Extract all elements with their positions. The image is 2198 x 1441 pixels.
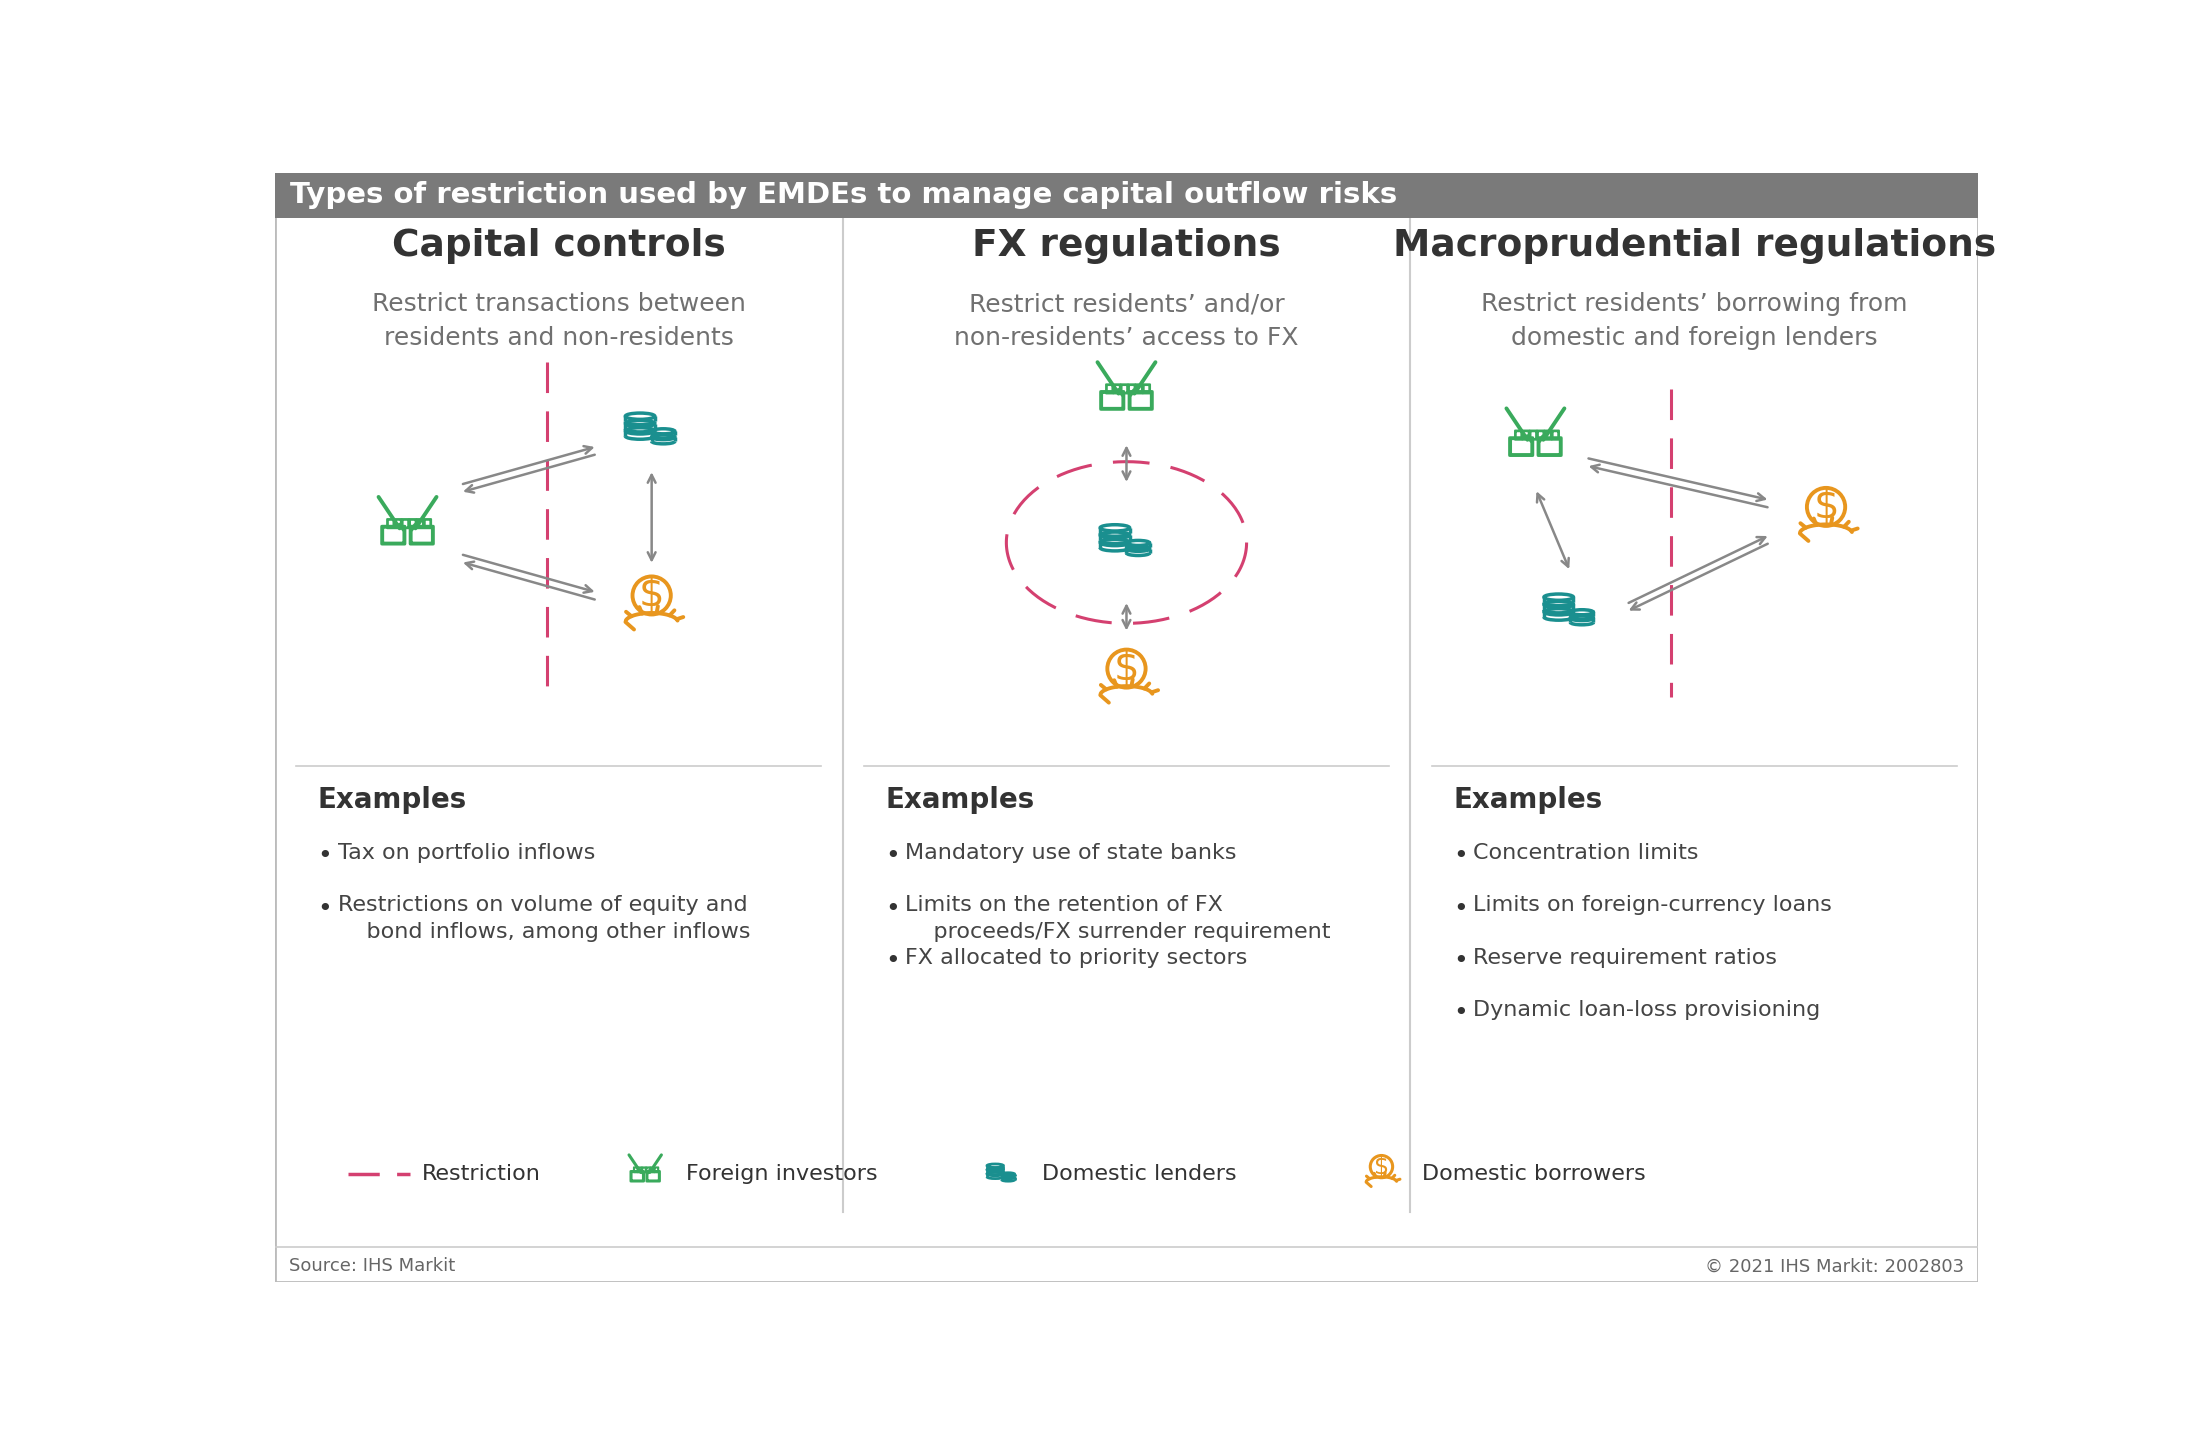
Text: FX allocated to priority sectors: FX allocated to priority sectors [906,948,1248,967]
Text: •: • [317,844,332,869]
Text: FX regulations: FX regulations [972,228,1281,264]
Text: $: $ [1374,1154,1389,1179]
Text: •: • [886,950,899,973]
Text: Concentration limits: Concentration limits [1473,843,1699,863]
Text: Limits on the retention of FX
    proceeds/FX surrender requirement: Limits on the retention of FX proceeds/F… [906,895,1330,942]
Text: $: $ [640,575,664,615]
Text: Domestic borrowers: Domestic borrowers [1422,1164,1646,1185]
Text: Restriction: Restriction [422,1164,541,1185]
Text: •: • [1453,896,1468,921]
Text: $: $ [1114,648,1139,689]
Text: Restrictions on volume of equity and
    bond inflows, among other inflows: Restrictions on volume of equity and bon… [338,895,750,942]
Text: •: • [886,844,899,869]
Text: Source: IHS Markit: Source: IHS Markit [288,1258,455,1275]
Text: Tax on portfolio inflows: Tax on portfolio inflows [338,843,596,863]
Text: Restrict transactions between
residents and non-residents: Restrict transactions between residents … [371,293,745,350]
Text: •: • [886,896,899,921]
Text: Dynamic loan-loss provisioning: Dynamic loan-loss provisioning [1473,1000,1820,1020]
Text: Mandatory use of state banks: Mandatory use of state banks [906,843,1237,863]
Text: Examples: Examples [886,787,1035,814]
Text: Capital controls: Capital controls [391,228,725,264]
Bar [275,173,1978,218]
Text: Macroprudential regulations: Macroprudential regulations [1394,228,1996,264]
Text: •: • [1453,844,1468,869]
Text: Examples: Examples [317,787,466,814]
Text: © 2021 IHS Markit: 2002803: © 2021 IHS Markit: 2002803 [1706,1258,1965,1275]
Text: Types of restriction used by EMDEs to manage capital outflow risks: Types of restriction used by EMDEs to ma… [290,182,1398,209]
Text: Foreign investors: Foreign investors [686,1164,877,1185]
Text: Reserve requirement ratios: Reserve requirement ratios [1473,948,1778,967]
Text: $: $ [1813,487,1840,527]
Text: Examples: Examples [1453,787,1602,814]
Text: Domestic lenders: Domestic lenders [1042,1164,1237,1185]
Text: •: • [317,896,332,921]
Text: Restrict residents’ borrowing from
domestic and foreign lenders: Restrict residents’ borrowing from domes… [1481,293,1908,350]
Text: Restrict residents’ and/or
non-residents’ access to FX: Restrict residents’ and/or non-residents… [954,293,1299,350]
Text: •: • [1453,950,1468,973]
Text: Limits on foreign-currency loans: Limits on foreign-currency loans [1473,895,1833,915]
Text: •: • [1453,1001,1468,1026]
